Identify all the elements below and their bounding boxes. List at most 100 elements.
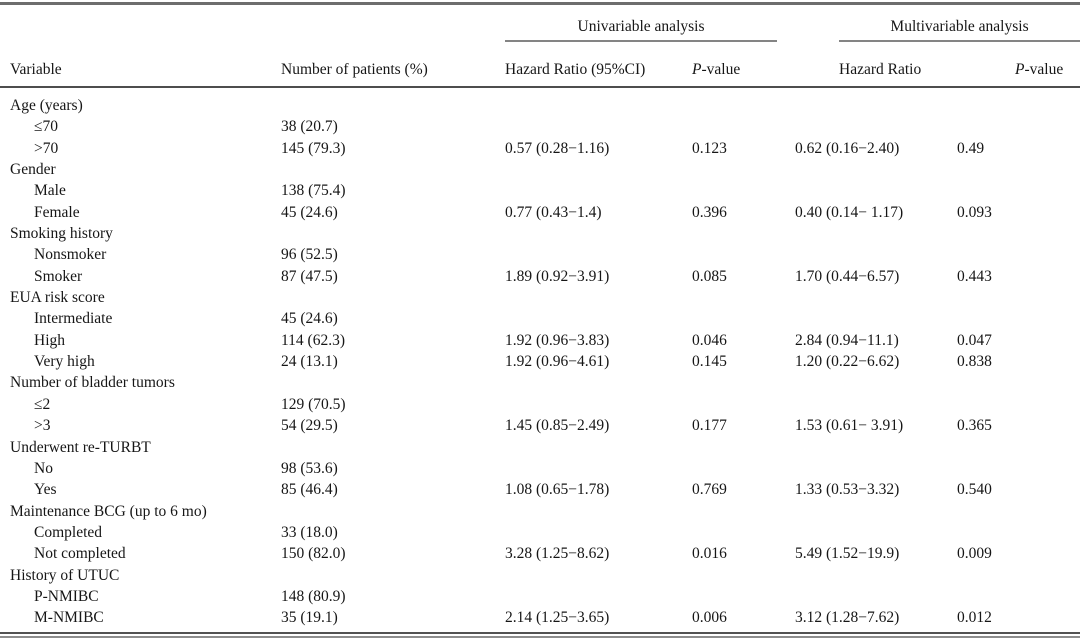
- column-header-patients: Number of patients (%): [281, 42, 505, 88]
- cell-pvalue-multivariable: [957, 458, 1080, 479]
- cell-pvalue-multivariable: [957, 159, 1080, 180]
- cell-hazard-ratio-univariable: 1.08 (0.65−1.78): [505, 481, 610, 499]
- cell-pvalue-univariable: [692, 223, 795, 244]
- cell-pvalue-univariable: [692, 586, 795, 607]
- column-header-pvalue-multivariable: P-value: [957, 42, 1080, 88]
- cell-patients: [281, 87, 505, 116]
- table-section-row: Gender: [0, 159, 1080, 180]
- cell-patients: [281, 223, 505, 244]
- table-section-row: EUA risk score: [0, 287, 1080, 308]
- table-row: Female 45 (24.6) 0.77 (0.43−1.4) 0.396 0.40 …: [0, 202, 1080, 223]
- table-row: Nonsmoker 96 (52.5): [0, 244, 1080, 265]
- cell-hazard-ratio-multivariable: 1.70 (0.44−6.57): [795, 267, 900, 285]
- cell-pvalue-multivariable: [957, 586, 1080, 607]
- cell-pvalue-multivariable: 0.838: [957, 353, 992, 371]
- cell-hazard-ratio-univariable: 0.77 (0.43−1.4): [505, 203, 602, 221]
- cell-pvalue-multivariable: [957, 87, 1080, 116]
- cell-pvalue-multivariable: 0.009: [957, 545, 992, 563]
- cell-variable: Completed: [34, 523, 103, 541]
- cell-pvalue-multivariable: [957, 287, 1080, 308]
- cell-variable: Yes: [34, 481, 57, 499]
- cell-patients: 114 (62.3): [281, 331, 345, 349]
- cell-patients: [281, 372, 505, 393]
- column-header-row: Variable Number of patients (%) Hazard R…: [0, 42, 1080, 88]
- group-header-univariable-label: Univariable analysis: [577, 18, 705, 35]
- table-row: Not completed 150 (82.0) 3.28 (1.25−8.62) 0…: [0, 543, 1080, 564]
- cell-pvalue-univariable: [692, 565, 795, 586]
- pvalue-rest: -value: [1024, 61, 1064, 78]
- group-header-univariable: Univariable analysis: [505, 18, 778, 42]
- cell-hazard-ratio-multivariable: 0.40 (0.14− 1.17): [795, 203, 904, 221]
- pvalue-rest: -value: [701, 61, 741, 78]
- group-header-multivariable-label: Multivariable analysis: [890, 18, 1029, 35]
- cell-hazard-ratio-multivariable: 2.84 (0.94−11.1): [795, 331, 899, 349]
- cell-hazard-ratio-multivariable: [795, 308, 957, 329]
- cell-pvalue-multivariable: [957, 372, 1080, 393]
- cell-pvalue-univariable: [692, 87, 795, 116]
- cell-hazard-ratio-multivariable: [795, 372, 957, 393]
- cell-variable: Gender: [10, 161, 56, 179]
- cell-patients: 45 (24.6): [281, 203, 338, 221]
- cell-variable: Number of bladder tumors: [10, 374, 175, 392]
- table-row: >3 54 (29.5) 1.45 (0.85−2.49) 0.177 1.53 (0.…: [0, 415, 1080, 436]
- cell-patients: [281, 565, 505, 586]
- cell-hazard-ratio-univariable: 1.89 (0.92−3.91): [505, 267, 610, 285]
- table-row: No 98 (53.6): [0, 458, 1080, 479]
- cell-pvalue-multivariable: [957, 308, 1080, 329]
- cell-variable: Age (years): [10, 97, 83, 114]
- pvalue-italic-p: P: [1015, 61, 1025, 78]
- table-row: Yes 85 (46.4) 1.08 (0.65−1.78) 0.769 1.33 (0…: [0, 479, 1080, 500]
- cell-hazard-ratio-multivariable: 1.33 (0.53−3.32): [795, 481, 900, 499]
- cell-pvalue-multivariable: 0.365: [957, 417, 992, 435]
- cell-patients: 85 (46.4): [281, 481, 338, 499]
- table-section-row: Underwent re-TURBT: [0, 437, 1080, 458]
- cell-hazard-ratio-univariable: [505, 244, 692, 265]
- cell-variable: Female: [34, 203, 80, 221]
- cell-pvalue-multivariable: [957, 437, 1080, 458]
- cell-pvalue-univariable: [692, 308, 795, 329]
- cell-pvalue-univariable: 0.769: [692, 481, 727, 499]
- column-header-hazard-ratio-multi: Hazard Ratio: [795, 42, 958, 88]
- cell-variable: Nonsmoker: [34, 246, 107, 264]
- cell-pvalue-univariable: 0.145: [692, 353, 727, 371]
- table-row: Completed 33 (18.0): [0, 522, 1080, 543]
- cell-pvalue-univariable: [692, 372, 795, 393]
- cell-patients: 38 (20.7): [281, 118, 338, 136]
- cell-pvalue-univariable: [692, 522, 795, 543]
- cell-hazard-ratio-multivariable: 1.53 (0.61− 3.91): [795, 417, 904, 435]
- table-section-row: Number of bladder tumors: [0, 372, 1080, 393]
- cell-hazard-ratio-univariable: [505, 87, 692, 116]
- cell-hazard-ratio-multivariable: [795, 586, 957, 607]
- table-row: ≤70 38 (20.7): [0, 116, 1080, 137]
- cell-hazard-ratio-multivariable: [795, 437, 957, 458]
- cell-pvalue-univariable: [692, 287, 795, 308]
- cell-hazard-ratio-univariable: 2.14 (1.25−3.65): [505, 609, 610, 627]
- cell-hazard-ratio-univariable: [505, 308, 692, 329]
- cell-patients: [281, 159, 505, 180]
- cell-patients: 33 (18.0): [281, 523, 338, 541]
- cell-patients: 98 (53.6): [281, 459, 338, 477]
- cell-hazard-ratio-univariable: 1.92 (0.96−3.83): [505, 331, 610, 349]
- cell-pvalue-multivariable: [957, 223, 1080, 244]
- cell-pvalue-multivariable: [957, 394, 1080, 415]
- cell-pvalue-univariable: 0.177: [692, 417, 727, 435]
- cell-hazard-ratio-multivariable: 3.12 (1.28−7.62): [795, 609, 900, 627]
- cell-patients: 24 (13.1): [281, 353, 338, 371]
- cell-variable: ≤70: [34, 118, 59, 136]
- cell-hazard-ratio-multivariable: [795, 180, 957, 201]
- table-section-row: Maintenance BCG (up to 6 mo): [0, 501, 1080, 522]
- table-section-row: Age (years): [0, 87, 1080, 116]
- table-row: Intermediate 45 (24.6): [0, 308, 1080, 329]
- table-top-rule: [0, 2, 1080, 5]
- cell-hazard-ratio-multivariable: [795, 116, 957, 137]
- cell-variable: Intermediate: [34, 310, 113, 328]
- cell-patients: [281, 287, 505, 308]
- cell-variable: Maintenance BCG (up to 6 mo): [10, 502, 207, 520]
- table-section-row: Smoking history: [0, 223, 1080, 244]
- cell-hazard-ratio-multivariable: [795, 394, 957, 415]
- cell-variable: M-NMIBC: [34, 609, 104, 627]
- cell-hazard-ratio-multivariable: [795, 501, 957, 522]
- cell-hazard-ratio-multivariable: [795, 522, 957, 543]
- cell-pvalue-multivariable: [957, 180, 1080, 201]
- group-header-spacer: [0, 5, 505, 42]
